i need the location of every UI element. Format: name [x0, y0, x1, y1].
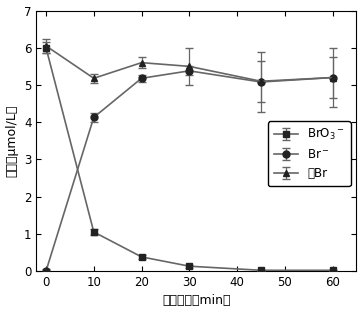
- Legend: BrO$_3$$^-$, Br$^-$, 总Br: BrO$_3$$^-$, Br$^-$, 总Br: [268, 121, 350, 186]
- X-axis label: 反应时间（min）: 反应时间（min）: [162, 295, 231, 307]
- Y-axis label: 浓度（μmol/L）: 浓度（μmol/L）: [5, 105, 18, 177]
